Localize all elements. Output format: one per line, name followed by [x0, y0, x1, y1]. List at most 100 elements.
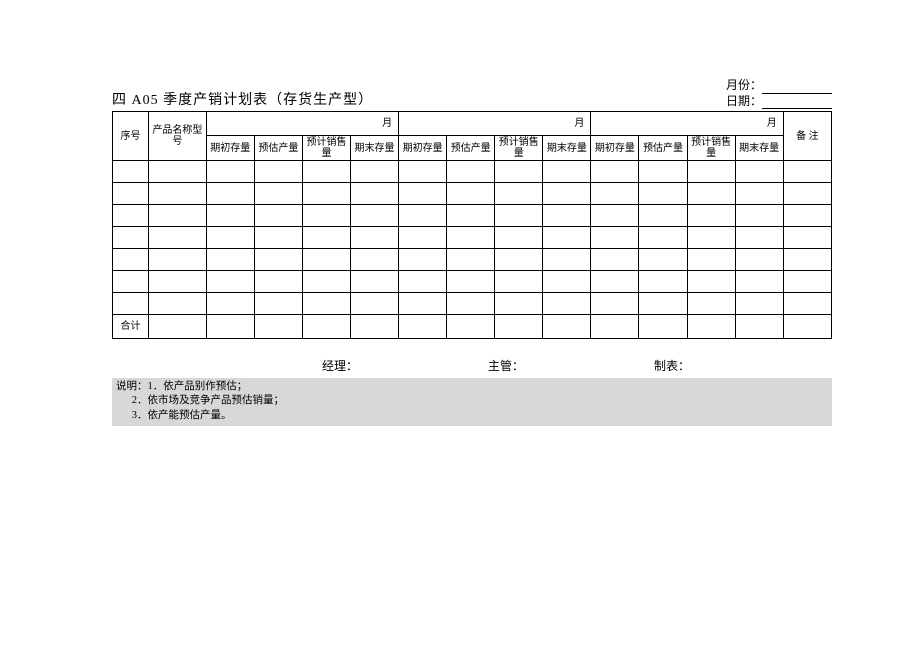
cell[interactable]	[735, 271, 783, 293]
cell[interactable]	[351, 271, 399, 293]
cell[interactable]	[543, 183, 591, 205]
cell[interactable]	[399, 249, 447, 271]
cell[interactable]	[149, 249, 207, 271]
cell[interactable]	[149, 271, 207, 293]
date-blank[interactable]	[762, 97, 832, 109]
cell[interactable]	[495, 161, 543, 183]
cell[interactable]	[543, 205, 591, 227]
cell[interactable]	[254, 161, 302, 183]
cell[interactable]	[351, 161, 399, 183]
cell[interactable]	[302, 249, 350, 271]
cell[interactable]	[783, 183, 831, 205]
cell[interactable]	[113, 227, 149, 249]
cell[interactable]	[302, 161, 350, 183]
cell[interactable]	[254, 227, 302, 249]
cell[interactable]	[495, 227, 543, 249]
cell[interactable]	[113, 271, 149, 293]
cell[interactable]	[495, 249, 543, 271]
cell[interactable]	[447, 205, 495, 227]
total-cell[interactable]	[447, 315, 495, 339]
total-cell[interactable]	[591, 315, 639, 339]
cell[interactable]	[687, 205, 735, 227]
cell[interactable]	[149, 227, 207, 249]
cell[interactable]	[399, 271, 447, 293]
cell[interactable]	[735, 249, 783, 271]
cell[interactable]	[399, 183, 447, 205]
total-cell[interactable]	[302, 315, 350, 339]
cell[interactable]	[113, 161, 149, 183]
cell[interactable]	[149, 205, 207, 227]
cell[interactable]	[639, 249, 687, 271]
cell[interactable]	[254, 293, 302, 315]
cell[interactable]	[254, 183, 302, 205]
cell[interactable]	[149, 293, 207, 315]
total-cell[interactable]	[149, 315, 207, 339]
total-cell[interactable]	[351, 315, 399, 339]
cell[interactable]	[735, 227, 783, 249]
cell[interactable]	[351, 205, 399, 227]
cell[interactable]	[495, 271, 543, 293]
month-blank[interactable]	[762, 82, 832, 94]
cell[interactable]	[591, 161, 639, 183]
cell[interactable]	[351, 227, 399, 249]
cell[interactable]	[302, 293, 350, 315]
cell[interactable]	[687, 271, 735, 293]
total-cell[interactable]	[687, 315, 735, 339]
cell[interactable]	[591, 271, 639, 293]
cell[interactable]	[495, 205, 543, 227]
cell[interactable]	[639, 293, 687, 315]
cell[interactable]	[543, 271, 591, 293]
cell[interactable]	[447, 249, 495, 271]
cell[interactable]	[302, 227, 350, 249]
total-cell[interactable]	[735, 315, 783, 339]
cell[interactable]	[206, 293, 254, 315]
cell[interactable]	[783, 271, 831, 293]
total-cell[interactable]	[543, 315, 591, 339]
cell[interactable]	[591, 293, 639, 315]
total-cell[interactable]	[783, 315, 831, 339]
cell[interactable]	[149, 183, 207, 205]
cell[interactable]	[639, 205, 687, 227]
cell[interactable]	[351, 293, 399, 315]
cell[interactable]	[783, 249, 831, 271]
cell[interactable]	[302, 205, 350, 227]
cell[interactable]	[254, 249, 302, 271]
cell[interactable]	[447, 293, 495, 315]
total-cell[interactable]	[399, 315, 447, 339]
cell[interactable]	[495, 293, 543, 315]
cell[interactable]	[302, 183, 350, 205]
total-cell[interactable]	[206, 315, 254, 339]
cell[interactable]	[687, 161, 735, 183]
cell[interactable]	[687, 183, 735, 205]
cell[interactable]	[783, 161, 831, 183]
cell[interactable]	[447, 271, 495, 293]
cell[interactable]	[591, 205, 639, 227]
cell[interactable]	[687, 293, 735, 315]
cell[interactable]	[113, 183, 149, 205]
cell[interactable]	[543, 227, 591, 249]
cell[interactable]	[351, 249, 399, 271]
cell[interactable]	[783, 293, 831, 315]
cell[interactable]	[687, 249, 735, 271]
cell[interactable]	[447, 161, 495, 183]
cell[interactable]	[639, 271, 687, 293]
cell[interactable]	[206, 227, 254, 249]
cell[interactable]	[399, 293, 447, 315]
cell[interactable]	[206, 183, 254, 205]
cell[interactable]	[639, 183, 687, 205]
cell[interactable]	[351, 183, 399, 205]
cell[interactable]	[206, 205, 254, 227]
cell[interactable]	[447, 227, 495, 249]
cell[interactable]	[783, 227, 831, 249]
cell[interactable]	[113, 249, 149, 271]
cell[interactable]	[495, 183, 543, 205]
cell[interactable]	[113, 293, 149, 315]
cell[interactable]	[591, 227, 639, 249]
cell[interactable]	[113, 205, 149, 227]
cell[interactable]	[206, 161, 254, 183]
cell[interactable]	[206, 249, 254, 271]
cell[interactable]	[399, 205, 447, 227]
total-cell[interactable]	[254, 315, 302, 339]
cell[interactable]	[254, 205, 302, 227]
cell[interactable]	[735, 293, 783, 315]
